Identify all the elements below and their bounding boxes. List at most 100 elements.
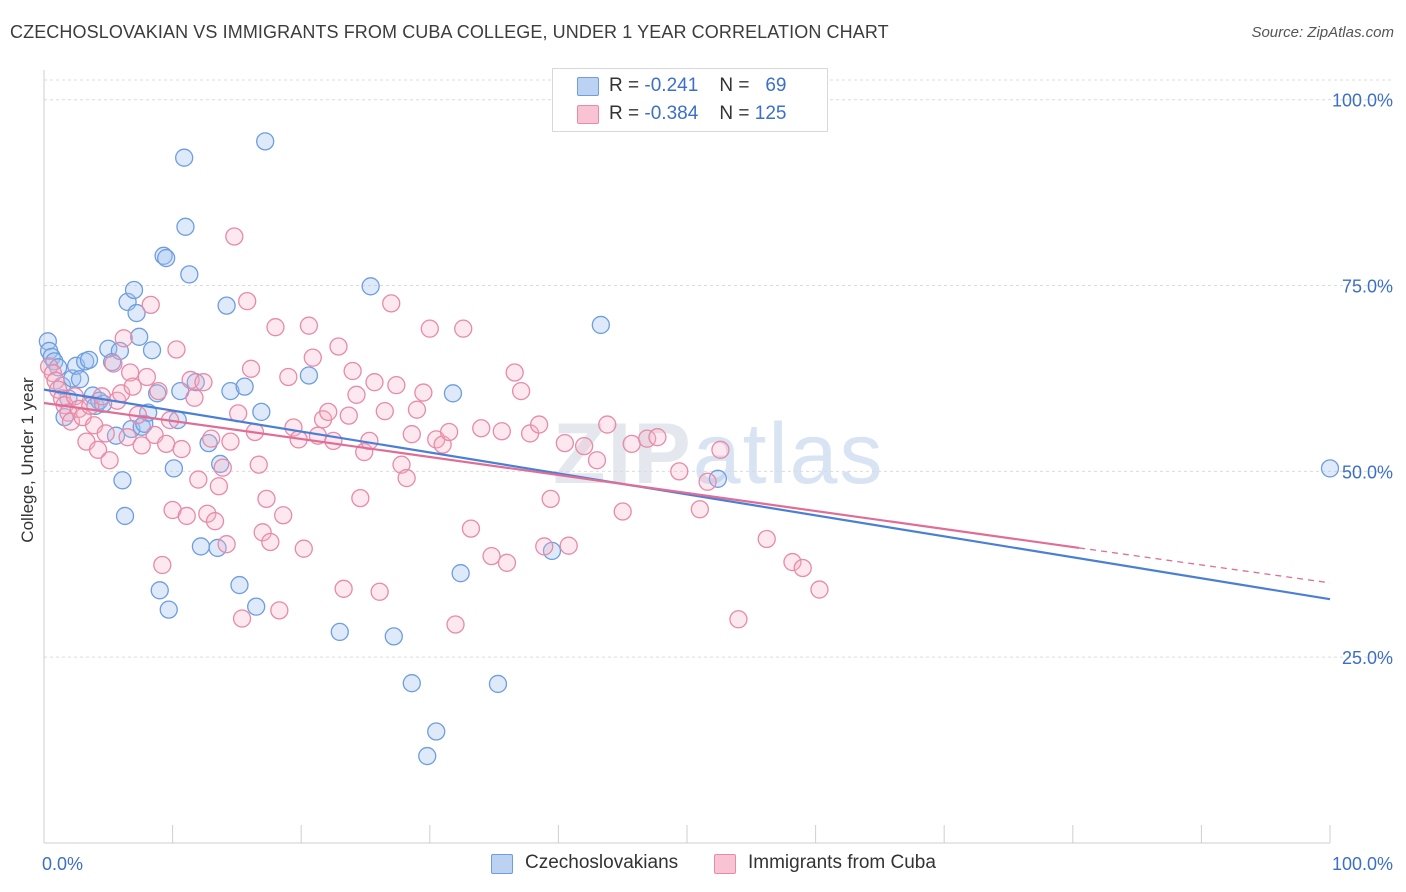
point-cuba <box>157 434 176 454</box>
point-czechoslovakians <box>256 132 275 151</box>
point-cuba <box>472 419 491 438</box>
n-label: N = <box>719 103 750 124</box>
point-czechoslovakians <box>299 366 319 385</box>
point-cuba <box>241 359 261 378</box>
point-cuba <box>43 364 63 383</box>
point-cuba <box>202 429 221 448</box>
point-cuba <box>319 402 338 422</box>
point-cuba <box>205 512 225 531</box>
r-label: R = <box>609 103 640 124</box>
point-cuba <box>670 462 689 481</box>
point-cuba <box>541 489 560 509</box>
point-cuba <box>598 415 617 434</box>
point-cuba <box>365 373 384 392</box>
point-cuba <box>347 385 366 404</box>
point-czechoslovakians <box>488 674 508 694</box>
point-cuba <box>407 400 427 419</box>
trend-line-cuba <box>43 401 1080 550</box>
correlation-legend: R = -0.241 N = 69 R = -0.384 N = 125 <box>552 68 828 132</box>
legend-swatch-czechoslovakians <box>577 77 599 96</box>
point-czechoslovakians <box>591 315 610 335</box>
point-cuba <box>587 451 607 470</box>
point-czechoslovakians <box>252 402 271 422</box>
point-czechoslovakians <box>1320 459 1340 478</box>
y-tick-label: 75.0% <box>1342 277 1393 297</box>
point-cuba <box>492 422 511 441</box>
point-czechoslovakians <box>451 564 470 583</box>
point-czechoslovakians <box>191 537 211 556</box>
point-czechoslovakians <box>330 622 349 642</box>
bottom-legend-label-czechoslovakians: Czechoslovakians <box>525 852 679 873</box>
point-czechoslovakians <box>427 722 446 741</box>
point-cuba <box>121 363 140 382</box>
point-cuba <box>574 436 594 456</box>
point-cuba <box>555 433 574 453</box>
point-cuba <box>92 387 112 406</box>
point-cuba <box>414 383 433 402</box>
point-cuba <box>461 519 481 538</box>
point-cuba <box>104 354 123 373</box>
point-czechoslovakians <box>402 674 421 693</box>
point-cuba <box>559 536 578 555</box>
point-cuba <box>249 455 268 474</box>
point-cuba <box>387 375 406 395</box>
point-cuba <box>238 292 257 311</box>
point-cuba <box>270 601 289 620</box>
r-value: -0.384 <box>644 103 699 124</box>
point-cuba <box>194 373 213 392</box>
point-cuba <box>329 337 348 356</box>
point-cuba <box>198 504 217 523</box>
point-cuba <box>382 294 401 313</box>
point-cuba <box>690 500 710 519</box>
point-czechoslovakians <box>79 350 99 370</box>
point-cuba <box>274 506 293 525</box>
trend-lines <box>43 388 1331 601</box>
point-cuba <box>209 477 229 496</box>
watermark: ZIPatlas <box>553 405 884 504</box>
source-label: Source: ZipAtlas.com <box>1251 24 1394 41</box>
point-cuba <box>257 489 276 509</box>
point-czechoslovakians <box>708 469 728 488</box>
point-cuba <box>299 316 319 335</box>
point-cuba <box>783 552 802 572</box>
point-cuba <box>177 506 196 526</box>
point-czechoslovakians <box>154 246 173 265</box>
point-cuba <box>402 425 421 444</box>
point-cuba <box>88 440 108 459</box>
point-cuba <box>454 319 473 338</box>
watermark-zip: ZIP <box>553 406 693 502</box>
point-czechoslovakians <box>127 303 146 323</box>
point-cuba <box>729 610 748 629</box>
point-cuba <box>482 546 501 566</box>
point-cuba <box>225 227 244 246</box>
legend-swatch-cuba <box>577 105 599 124</box>
n-label: N = <box>719 75 750 96</box>
point-cuba <box>613 502 632 521</box>
point-cuba <box>397 468 416 488</box>
x-tick-label: 0.0% <box>42 854 83 874</box>
point-cuba <box>294 539 313 558</box>
point-czechoslovakians <box>157 248 176 268</box>
point-cuba <box>189 470 208 489</box>
point-cuba <box>221 432 240 451</box>
point-cuba <box>279 367 298 387</box>
y-tick-label: 100.0% <box>1332 91 1393 111</box>
point-cuba <box>149 381 168 401</box>
point-cuba <box>497 553 517 572</box>
point-cuba <box>343 361 362 381</box>
point-czechoslovakians <box>176 217 195 236</box>
point-cuba <box>757 529 776 549</box>
point-czechoslovakians <box>142 341 162 360</box>
y-tick-label: 25.0% <box>1342 648 1393 668</box>
point-czechoslovakians <box>418 746 437 766</box>
point-czechoslovakians <box>135 414 154 433</box>
point-czechoslovakians <box>124 280 144 300</box>
legend-stats-cuba: R = -0.384 N = 125 <box>609 103 786 125</box>
point-cuba <box>529 415 549 434</box>
point-cuba <box>253 523 272 542</box>
point-czechoslovakians <box>235 377 254 396</box>
point-cuba <box>392 455 411 474</box>
point-czechoslovakians <box>247 597 266 616</box>
point-cuba <box>213 458 232 477</box>
